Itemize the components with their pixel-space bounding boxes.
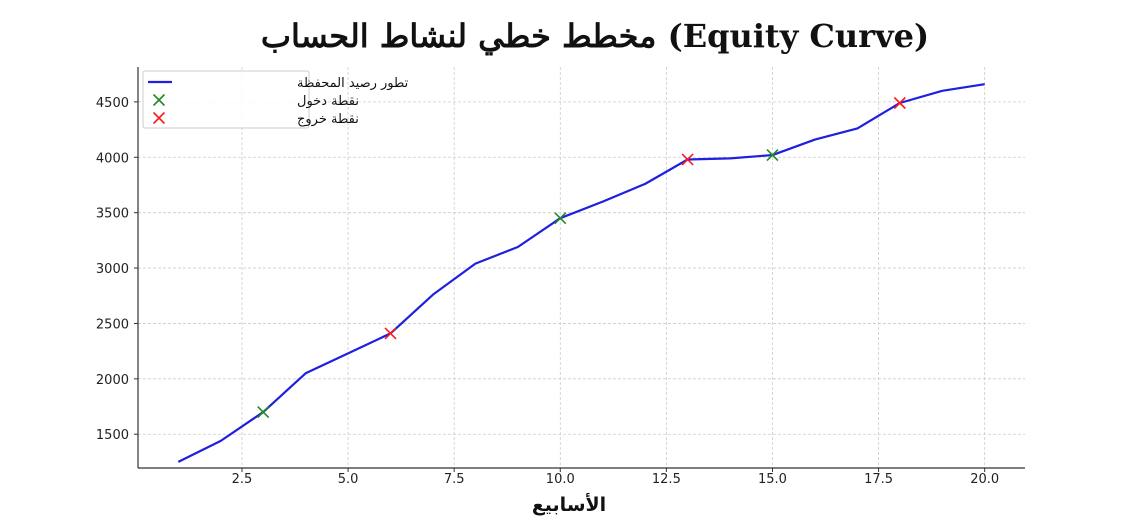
- exit-point-marker-stroke-b: [384, 327, 397, 340]
- legend-marker-swatch-stroke-b: [152, 93, 166, 107]
- y-tick-label: 1500: [96, 428, 129, 443]
- axes-layer: 2.5 5.0 7.5 10.0 12.5 15.0 17.5 20.0 1500 2000 250…: [96, 67, 1025, 487]
- legend-marker-swatch-stroke-b: [152, 111, 166, 125]
- x-tick-label: 10.0: [546, 472, 575, 487]
- y-tick-label: 3000: [96, 262, 129, 277]
- y-tick-label: 2000: [96, 373, 129, 388]
- x-axis-label: الأسابيع: [532, 493, 606, 516]
- y-tick-label: 4000: [96, 151, 129, 166]
- entry-point-marker-stroke-b: [766, 148, 779, 162]
- legend-label: تطور رصيد المحفظة: [297, 76, 409, 91]
- entry-point-marker: [766, 148, 779, 162]
- x-tick-label: 2.5: [232, 472, 253, 487]
- legend-marker-swatch: [152, 111, 166, 125]
- y-tick-label: 2500: [96, 317, 129, 332]
- series-layer: [177, 83, 985, 463]
- entry-point-marker-stroke-b: [554, 212, 567, 225]
- x-tick-label: 12.5: [652, 472, 681, 487]
- chart-title: مخطط خطي لنشاط الحساب (Equity Curve): [261, 17, 929, 56]
- x-tick-label: 5.0: [338, 472, 359, 487]
- entry-point-marker-stroke-b: [257, 405, 270, 419]
- x-tick-label: 20.0: [970, 472, 999, 487]
- exit-point-marker-stroke-b: [681, 153, 694, 166]
- exit-point-marker-stroke-b: [893, 96, 906, 110]
- exit-point-marker: [893, 96, 906, 110]
- equity-line: [177, 83, 985, 463]
- legend-box: [142, 70, 310, 129]
- entry-point-marker: [257, 405, 270, 419]
- x-tick-label: 7.5: [444, 472, 465, 487]
- entry-point-marker: [554, 212, 567, 225]
- legend-label: نقطة خروج: [297, 112, 359, 127]
- grid-layer: [138, 67, 1025, 468]
- legend-marker-swatch: [152, 93, 166, 107]
- y-tick-label: 3500: [96, 207, 129, 222]
- y-tick-label: 4500: [96, 96, 129, 111]
- exit-point-marker: [681, 153, 694, 166]
- x-tick-label: 15.0: [758, 472, 787, 487]
- exit-point-marker: [384, 327, 397, 340]
- x-tick-label: 17.5: [864, 472, 893, 487]
- legend: تطور رصيد المحفظة نقطة دخول نقطة خروج: [142, 70, 409, 129]
- legend-label: نقطة دخول: [297, 94, 359, 109]
